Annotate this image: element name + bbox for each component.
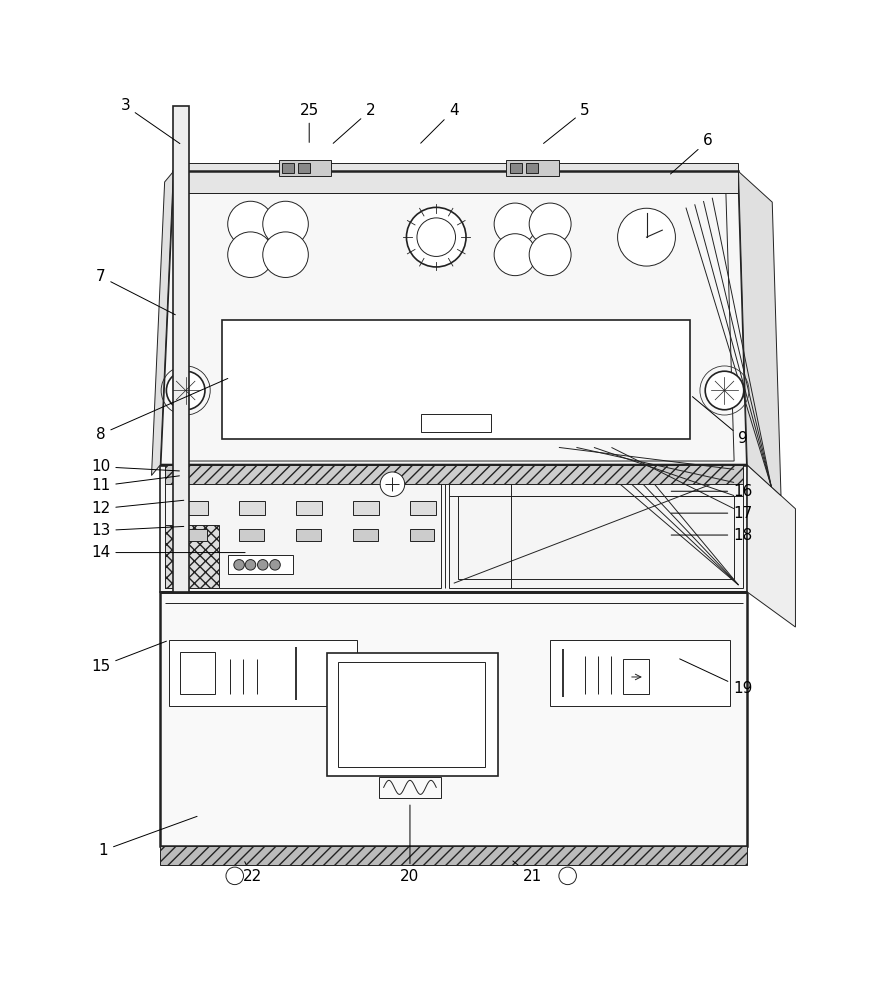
Bar	[160, 465, 748, 592]
Text: 15: 15	[91, 641, 166, 674]
Text: 11: 11	[91, 476, 180, 493]
Bar	[228, 555, 294, 574]
Bar	[379, 777, 441, 798]
Circle shape	[530, 234, 571, 276]
Text: 16: 16	[671, 484, 753, 499]
Bar	[182, 501, 208, 515]
Circle shape	[257, 560, 268, 570]
Text: 7: 7	[96, 269, 175, 315]
Circle shape	[559, 867, 577, 885]
Circle shape	[263, 232, 308, 277]
Text: 8: 8	[96, 378, 228, 442]
Bar	[410, 501, 436, 515]
Circle shape	[618, 208, 676, 266]
Bar	[296, 501, 322, 515]
Circle shape	[228, 232, 273, 277]
Bar	[327, 653, 498, 776]
Text: 5: 5	[544, 103, 590, 143]
Polygon shape	[151, 171, 174, 475]
Bar	[298, 163, 310, 173]
Bar	[449, 469, 743, 588]
Bar	[165, 465, 743, 484]
Text: 2: 2	[333, 103, 376, 143]
Circle shape	[263, 201, 308, 247]
Text: 22: 22	[243, 862, 262, 884]
Bar	[165, 469, 441, 588]
Bar	[458, 496, 734, 579]
Circle shape	[270, 560, 280, 570]
Text: 20: 20	[400, 805, 419, 884]
Bar	[174, 106, 190, 592]
Bar	[169, 640, 358, 706]
Bar	[165, 525, 219, 588]
Circle shape	[417, 218, 456, 256]
Text: 14: 14	[91, 545, 245, 560]
Text: 3: 3	[120, 98, 180, 144]
Bar	[550, 640, 730, 706]
Text: 10: 10	[91, 459, 180, 474]
Bar	[282, 163, 295, 173]
Bar	[510, 163, 522, 173]
Bar	[623, 659, 649, 694]
Circle shape	[380, 472, 405, 496]
Bar	[526, 163, 538, 173]
Text: 25: 25	[300, 103, 319, 142]
Text: 4: 4	[421, 103, 458, 143]
Bar	[353, 501, 379, 515]
Bar	[353, 529, 377, 541]
Bar	[410, 529, 434, 541]
Bar	[180, 652, 214, 694]
Circle shape	[530, 203, 571, 245]
Bar	[182, 529, 206, 541]
Circle shape	[166, 371, 205, 410]
Text: 17: 17	[671, 506, 753, 521]
Bar	[160, 846, 748, 865]
Circle shape	[494, 203, 536, 245]
Polygon shape	[748, 465, 796, 627]
Circle shape	[407, 207, 466, 267]
Text: 19: 19	[680, 659, 753, 696]
Polygon shape	[739, 171, 781, 496]
Bar	[506, 160, 559, 176]
Circle shape	[234, 560, 245, 570]
Circle shape	[705, 371, 744, 410]
Polygon shape	[160, 171, 748, 465]
Text: 6: 6	[670, 133, 713, 174]
Circle shape	[228, 201, 273, 247]
Bar	[279, 160, 331, 176]
Circle shape	[226, 867, 244, 885]
Text: 21: 21	[513, 861, 542, 884]
Circle shape	[246, 560, 255, 570]
Bar	[296, 529, 320, 541]
Circle shape	[494, 234, 536, 276]
Text: 13: 13	[91, 523, 183, 538]
Bar	[174, 163, 739, 193]
Bar	[338, 662, 485, 767]
Bar	[239, 529, 263, 541]
Text: 18: 18	[671, 528, 753, 543]
Bar	[160, 592, 748, 846]
Bar	[222, 320, 691, 439]
Text: 9: 9	[692, 397, 748, 446]
Bar	[239, 501, 265, 515]
Text: 12: 12	[91, 500, 183, 516]
Bar	[421, 414, 491, 432]
Text: 1: 1	[99, 816, 197, 858]
